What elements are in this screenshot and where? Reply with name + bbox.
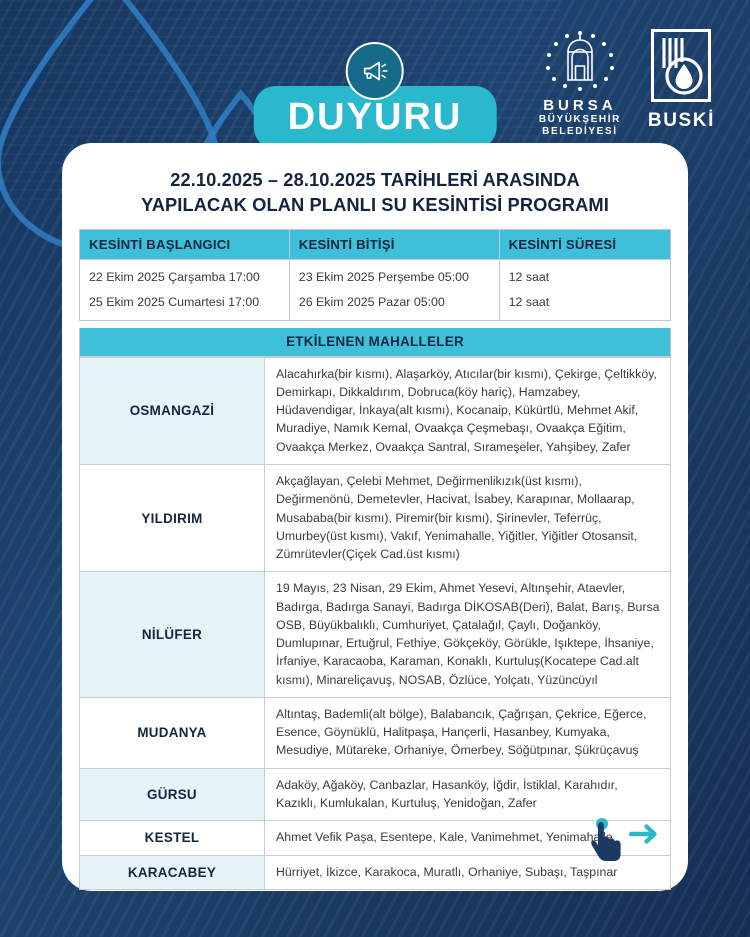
table-row: KARACABEY Hürriyet, İkizce, Karakoca, Mu… [79,854,672,890]
logo-group: BURSA BÜYÜKŞEHİR BELEDİYESİ BUSKİ [534,28,715,137]
district-neighborhoods: 19 Mayıs, 23 Nisan, 29 Ekim, Ahmet Yesev… [263,571,672,698]
districts-table: OSMANGAZİ Alacahırka(bir kısmı), Alaşark… [79,356,672,890]
table-row: OSMANGAZİ Alacahırka(bir kısmı), Alaşark… [79,356,672,466]
page-title-line1: 22.10.2025 – 28.10.2025 TARİHLERİ ARASIN… [170,169,580,190]
column-header-end: KESİNTİ BİTİŞİ [288,229,500,261]
cell-end: 23 Ekim 2025 Perşembe 05:00 [288,259,500,291]
buski-logo: BUSKİ [648,28,715,132]
affected-neighborhoods-header: ETKİLENEN MAHALLELER [79,327,671,357]
announcement-card: 22.10.2025 – 28.10.2025 TARİHLERİ ARASIN… [62,143,688,891]
table-row: NİLÜFER 19 Mayıs, 23 Nisan, 29 Ekim, Ahm… [79,571,672,698]
district-name: OSMANGAZİ [79,356,265,466]
district-name: YILDIRIM [79,464,265,573]
district-name: KARACABEY [79,854,265,890]
schedule-table: KESİNTİ BAŞLANGICI KESİNTİ BİTİŞİ KESİNT… [79,229,672,321]
cell-start: 25 Ekim 2025 Cumartesi 17:00 [79,290,290,321]
pointing-hand-icon [591,818,657,861]
buski-logo-label: BUSKİ [647,110,715,131]
bursa-logo-line1: BURSA [543,97,617,114]
district-name: KESTEL [79,820,265,856]
district-neighborhoods: Alacahırka(bir kısmı), Alaşarköy, Atıcıl… [263,356,672,466]
announcement-badge-group: DUYURU [253,42,497,149]
cell-start: 22 Ekim 2025 Çarşamba 17:00 [79,259,290,291]
cell-duration: 12 saat [498,290,672,321]
page-title-line2: YAPILACAK OLAN PLANLI SU KESİNTİSİ PROGR… [141,194,609,216]
table-row: 22 Ekim 2025 Çarşamba 17:00 23 Ekim 2025… [79,259,672,291]
megaphone-icon [346,42,404,100]
district-neighborhoods: Altıntaş, Bademli(alt bölge), Balabancık… [263,696,672,769]
bursa-logo-line2: BÜYÜKŞEHİR [538,114,621,126]
poster-header: DUYURU [0,0,750,150]
district-name: GÜRSU [79,767,265,822]
cell-duration: 12 saat [498,259,672,291]
district-neighborhoods: Akçağlayan, Çelebi Mehmet, Değirmenlikız… [263,464,672,573]
bursa-municipality-logo: BURSA BÜYÜKŞEHİR BELEDİYESİ [534,28,626,137]
district-name: MUDANYA [79,696,265,769]
page-title: 22.10.2025 – 28.10.2025 TARİHLERİ ARASIN… [79,167,671,217]
column-header-duration: KESİNTİ SÜRESİ [498,229,672,261]
bursa-logo-line3: BELEDİYESİ [542,125,618,137]
table-header-row: KESİNTİ BAŞLANGICI KESİNTİ BİTİŞİ KESİNT… [79,229,672,261]
buski-waterdrop-icon [651,29,712,102]
district-name: NİLÜFER [79,571,265,698]
table-row: GÜRSU Adaköy, Ağaköy, Canbazlar, Hasankö… [79,767,672,822]
table-row: KESTEL Ahmet Vefik Paşa, Esentepe, Kale,… [79,820,672,856]
district-neighborhoods: Adaköy, Ağaköy, Canbazlar, Hasanköy, İğd… [263,767,672,822]
column-header-start: KESİNTİ BAŞLANGICI [79,229,290,261]
table-row: 25 Ekim 2025 Cumartesi 17:00 26 Ekim 202… [79,290,672,321]
bursa-crest-icon [545,31,614,91]
cell-end: 26 Ekim 2025 Pazar 05:00 [288,290,500,321]
table-row: MUDANYA Altıntaş, Bademli(alt bölge), Ba… [79,696,672,769]
table-row: YILDIRIM Akçağlayan, Çelebi Mehmet, Deği… [79,464,672,573]
